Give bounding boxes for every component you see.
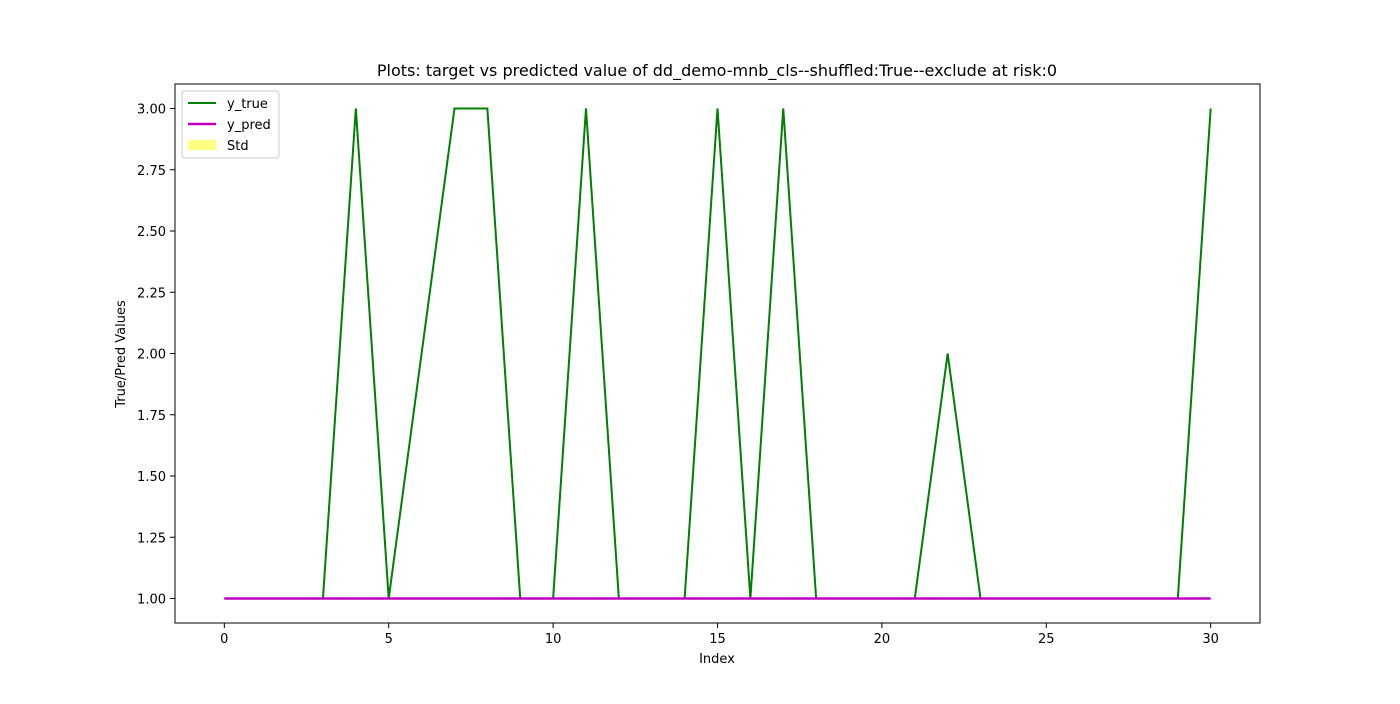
x-axis-ticks: 0 5 10 15 20 25 30 <box>220 623 1219 647</box>
legend-label-y-pred: y_pred <box>227 118 271 133</box>
x-tick-label: 0 <box>220 632 228 647</box>
legend-label-std: Std <box>227 139 249 154</box>
legend-swatch-std <box>188 140 216 150</box>
y-tick-label: 3.00 <box>137 103 166 118</box>
x-tick-label: 10 <box>545 632 562 647</box>
series-line-y-true <box>224 107 1212 600</box>
legend-label-y-true: y_true <box>227 97 268 112</box>
legend: y_true y_pred Std <box>181 90 280 159</box>
x-tick-label: 15 <box>709 632 726 647</box>
x-tick-label: 20 <box>874 632 891 647</box>
y-tick-label: 1.25 <box>137 531 166 546</box>
y-tick-label: 2.50 <box>137 225 166 240</box>
y-axis-ticks: 1.00 1.25 1.50 1.75 2.00 2.25 2.50 2.75 3.00 <box>137 103 175 608</box>
x-tick-label: 5 <box>385 632 393 647</box>
series-layer <box>224 107 1212 600</box>
y-tick-label: 1.50 <box>137 470 166 485</box>
chart-title: Plots: target vs predicted value of dd_d… <box>377 61 1057 81</box>
y-tick-label: 2.00 <box>137 348 166 363</box>
plot-frame <box>174 83 1261 624</box>
y-tick-label: 2.25 <box>137 286 166 301</box>
x-tick-label: 25 <box>1038 632 1055 647</box>
x-axis-label: Index <box>699 652 735 667</box>
y-tick-label: 1.75 <box>137 409 166 424</box>
y-tick-label: 2.75 <box>137 164 166 179</box>
x-tick-label: 30 <box>1202 632 1219 647</box>
y-tick-label: 1.00 <box>137 593 166 608</box>
y-axis-label: True/Pred Values <box>114 300 129 409</box>
